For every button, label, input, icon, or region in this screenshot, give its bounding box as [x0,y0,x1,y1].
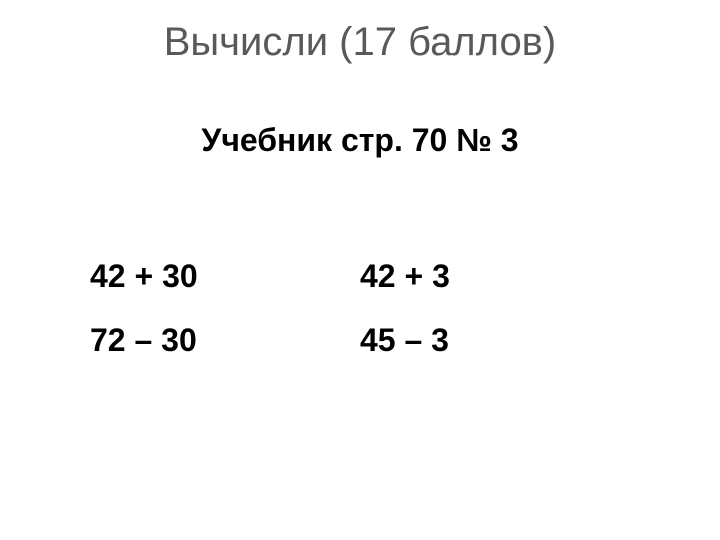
expression: 72 – 30 [90,324,360,356]
slide-subtitle: Учебник стр. 70 № 3 [0,122,720,159]
slide: Вычисли (17 баллов) Учебник стр. 70 № 3 … [0,0,720,540]
expression: 42 + 3 [360,260,630,292]
slide-title: Вычисли (17 баллов) [0,20,720,65]
column-right: 42 + 3 45 – 3 [360,260,630,388]
column-left: 42 + 30 72 – 30 [90,260,360,388]
expression: 42 + 30 [90,260,360,292]
expression: 45 – 3 [360,324,630,356]
expression-columns: 42 + 30 72 – 30 42 + 3 45 – 3 [90,260,630,388]
